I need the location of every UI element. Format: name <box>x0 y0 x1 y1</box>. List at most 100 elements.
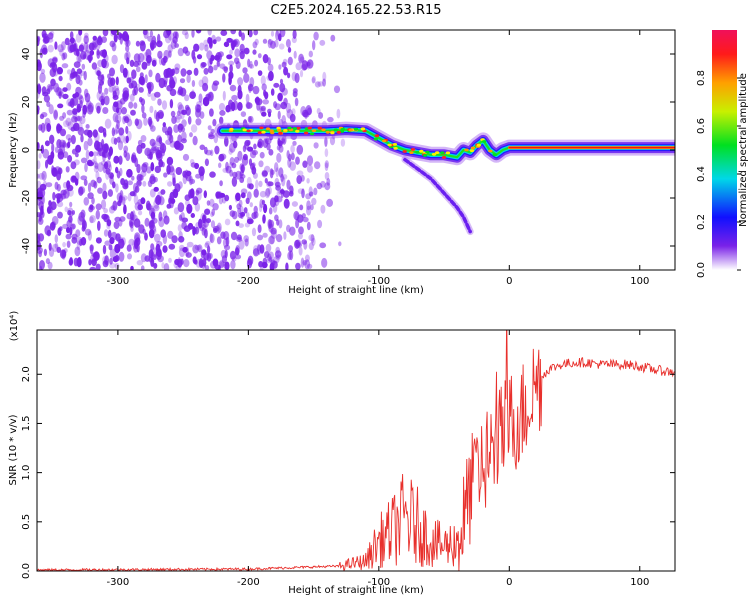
noise-speck <box>209 232 213 243</box>
ridge-hotspot <box>481 140 487 143</box>
noise-speck <box>274 103 282 111</box>
ridge-hotspot <box>387 143 392 147</box>
noise-speck <box>237 85 242 94</box>
noise-speck <box>240 111 247 117</box>
noise-speck <box>209 233 215 244</box>
noise-speck <box>89 244 94 252</box>
noise-speck <box>78 186 86 195</box>
noise-speck <box>49 221 56 231</box>
noise-speck <box>222 73 226 83</box>
noise-speck <box>212 203 219 211</box>
noise-speck <box>173 124 179 133</box>
noise-speck <box>115 76 119 86</box>
noise-speck <box>268 207 273 215</box>
noise-speck <box>230 101 236 112</box>
noise-speck <box>97 83 103 95</box>
noise-speck <box>75 144 82 153</box>
noise-speck <box>143 117 148 126</box>
noise-speck <box>97 71 103 78</box>
colorbar-tick-label: 0.2 <box>696 214 707 230</box>
noise-speck <box>259 190 267 198</box>
noise-speck <box>80 209 86 219</box>
noise-speck <box>303 240 308 250</box>
noise-speck <box>251 227 257 237</box>
noise-speck <box>268 70 274 82</box>
noise-speck <box>203 39 209 47</box>
noise-speck <box>199 42 205 51</box>
noise-speck <box>67 137 72 144</box>
noise-speck <box>92 252 99 259</box>
noise-speck <box>86 159 93 166</box>
noise-speck <box>37 173 40 179</box>
noise-speck <box>64 37 70 46</box>
ridge-hotspot <box>393 147 398 150</box>
noise-speck <box>166 164 171 175</box>
noise-speck <box>239 163 244 171</box>
noise-speck <box>130 265 134 270</box>
noise-speck <box>91 62 98 70</box>
noise-speck <box>118 218 123 227</box>
noise-speck <box>296 170 304 177</box>
noise-speck <box>292 30 297 39</box>
noise-speck <box>113 137 118 145</box>
noise-speck <box>108 164 112 171</box>
colorbar-gradient <box>712 30 737 270</box>
noise-speck <box>48 242 52 251</box>
noise-speck <box>96 105 101 114</box>
noise-speck <box>225 165 232 174</box>
ridge-hotspot <box>303 131 309 135</box>
noise-speck <box>161 100 168 110</box>
noise-speck <box>65 134 72 141</box>
noise-speck <box>65 117 72 127</box>
noise-speck <box>124 114 131 123</box>
noise-speck <box>204 242 210 248</box>
noise-speck <box>184 32 189 40</box>
snr-ytick-label: 0.5 <box>21 514 32 530</box>
noise-speck <box>195 258 202 268</box>
noise-speck <box>229 84 237 92</box>
noise-speck <box>186 241 194 248</box>
noise-speck <box>275 234 283 243</box>
noise-speck <box>261 199 266 205</box>
noise-speck <box>51 143 55 153</box>
spectrogram-ylabel: Frequency (Hz) <box>8 112 19 188</box>
noise-speck <box>311 237 316 246</box>
noise-speck <box>269 168 274 179</box>
noise-speck <box>102 256 108 264</box>
noise-speck <box>105 168 111 175</box>
noise-speck <box>43 248 48 257</box>
noise-speck <box>287 56 293 66</box>
spectrogram-xtick-label: -200 <box>237 276 260 287</box>
noise-speck <box>181 131 187 142</box>
noise-speck <box>98 126 105 133</box>
noise-speck <box>279 96 283 102</box>
noise-speck <box>203 214 207 225</box>
noise-speck <box>203 67 209 75</box>
noise-speck <box>54 41 58 50</box>
noise-speck <box>278 219 283 229</box>
noise-speck <box>136 260 143 266</box>
noise-speck <box>253 188 259 198</box>
noise-speck <box>142 180 147 187</box>
noise-speck <box>302 216 309 223</box>
noise-speck <box>286 109 294 119</box>
noise-speck <box>116 107 122 116</box>
noise-speck <box>145 200 151 211</box>
noise-speck <box>295 62 302 71</box>
noise-speck <box>224 249 228 259</box>
noise-speck <box>208 132 214 138</box>
ridge-hotspot <box>307 126 312 130</box>
noise-speck <box>164 33 172 44</box>
noise-speck <box>59 226 63 232</box>
noise-speck <box>61 63 69 69</box>
noise-speck <box>109 40 116 48</box>
noise-speck <box>294 72 300 84</box>
noise-speck <box>100 98 105 106</box>
noise-speck <box>96 50 101 59</box>
noise-speck <box>117 140 124 151</box>
noise-speck <box>247 183 251 189</box>
noise-speck <box>234 254 242 260</box>
noise-speck <box>190 213 195 218</box>
noise-speck <box>117 200 122 207</box>
